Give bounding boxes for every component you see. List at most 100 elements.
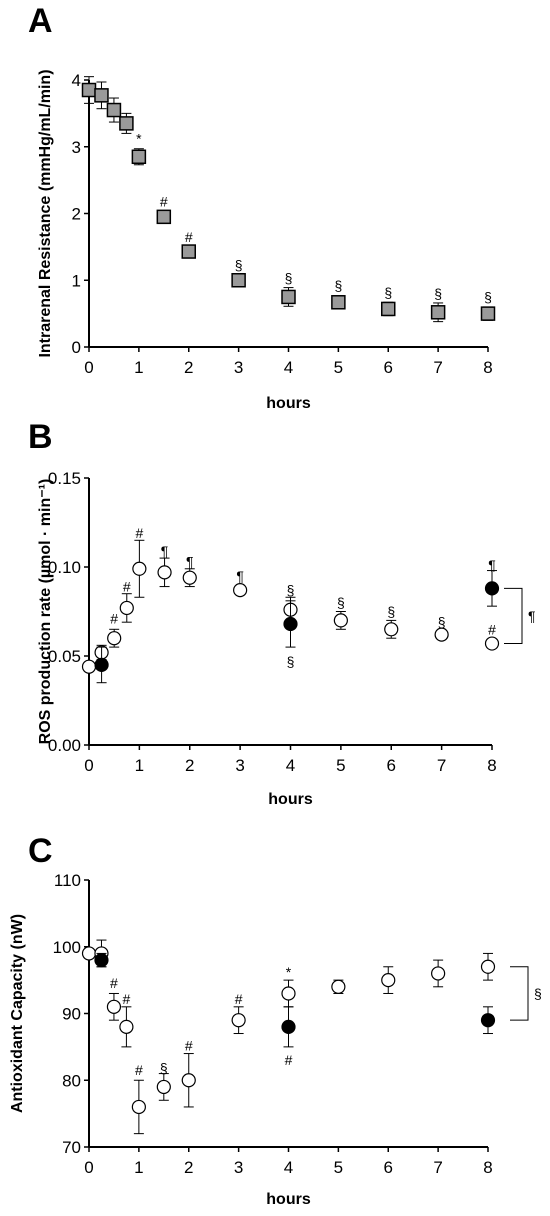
y-tick-label: 70: [62, 1138, 81, 1157]
data-point: [81, 82, 97, 98]
significance-mark: #: [160, 193, 168, 209]
data-point-open: [431, 966, 446, 981]
significance-mark: #: [185, 1038, 193, 1054]
data-point: [94, 88, 109, 103]
data-point: [156, 209, 172, 225]
panel-b: B 0.00 0.05 0.10 0.15 0 1 2 3 4 5 6 7 8 hours ROS produ…: [28, 418, 536, 808]
significance-mark: §: [434, 286, 442, 302]
significance-mark: §: [387, 604, 395, 620]
x-tick-label: 1: [135, 756, 144, 775]
comparison-bracket: [510, 966, 529, 1021]
x-tick-label: 8: [483, 1158, 492, 1177]
data-point-open: [157, 565, 172, 580]
data-point-open: [480, 959, 496, 974]
comparison-bracket: [504, 587, 523, 645]
x-axis-title: hours: [268, 791, 313, 808]
y-tick-label: 3: [72, 138, 81, 157]
data-point: [119, 116, 134, 131]
data-point-open: [381, 973, 396, 988]
x-tick-label: 2: [184, 358, 193, 377]
significance-mark: §: [384, 284, 392, 300]
panel-a: A 0 1 2 3 4 0 1 2 3 4 5 6 7 8 hours Intrarenal Resistanc…: [28, 2, 496, 412]
x-axis-title: hours: [266, 395, 311, 412]
x-tick-label: 4: [284, 358, 293, 377]
y-tick-label: 0.00: [48, 736, 81, 755]
data-point: [331, 295, 346, 310]
significance-mark: ¶: [488, 557, 496, 573]
significance-mark: #: [110, 975, 118, 991]
significance-mark: ¶: [161, 543, 169, 559]
x-tick-label: 1: [134, 1158, 143, 1177]
data-point-open: [81, 946, 97, 961]
panel-letter: C: [28, 832, 53, 870]
y-tick-label: 0.10: [48, 558, 81, 577]
data-point-open: [434, 627, 449, 642]
data-point-open: [333, 613, 348, 628]
significance-mark: §: [287, 582, 295, 598]
significance-mark: #: [285, 1052, 293, 1068]
y-axis-title: Antioxidant Capacity (nW): [9, 914, 26, 1113]
data-point-filled: [283, 616, 298, 632]
data-point-open: [107, 631, 122, 646]
data-point-filled: [94, 952, 109, 968]
significance-mark: #: [123, 579, 131, 595]
data-point-open: [119, 600, 134, 616]
x-tick-label: 5: [334, 358, 343, 377]
data-point-open: [231, 1013, 246, 1028]
x-tick-label: 5: [334, 1158, 343, 1177]
x-tick-label: 0: [84, 1158, 93, 1177]
y-tick-label: 0.15: [48, 469, 81, 488]
significance-mark: *: [136, 131, 142, 147]
y-axis-title: Intrarenal Resistance (mmHg/mL/min): [37, 69, 54, 357]
x-axis-title: hours: [266, 1191, 311, 1208]
y-tick-label: 110: [54, 871, 81, 890]
significance-mark: #: [135, 1062, 143, 1078]
data-point-open: [156, 1079, 171, 1095]
panel-letter: A: [28, 2, 53, 40]
y-tick-label: 100: [53, 938, 81, 957]
significance-mark: #: [123, 991, 131, 1007]
data-point: [381, 301, 396, 317]
data-point-open: [81, 659, 97, 674]
data-point: [231, 273, 246, 288]
data-point: [131, 149, 147, 165]
data-point-open: [119, 1019, 134, 1034]
data-point: [430, 305, 446, 320]
significance-mark: §: [287, 653, 295, 669]
data-point-open: [181, 1073, 196, 1088]
data-point-filled: [281, 1019, 296, 1034]
bracket-mark: §: [534, 985, 542, 1001]
y-tick-label: 0.05: [48, 647, 81, 666]
data-point-open: [233, 583, 248, 598]
significance-mark: §: [235, 257, 243, 273]
y-tick-label: 90: [62, 1005, 81, 1024]
y-axis-title: ROS production rate (µmol · min⁻¹): [37, 479, 54, 745]
data-point: [106, 102, 122, 118]
y-tick-label: 80: [62, 1071, 81, 1090]
panel-letter: B: [28, 418, 53, 456]
x-tick-label: 3: [234, 358, 243, 377]
x-tick-label: 2: [184, 1158, 193, 1177]
y-tick-label: 0: [72, 338, 81, 357]
data-point-filled: [94, 657, 109, 673]
x-tick-label: 7: [433, 1158, 442, 1177]
significance-mark: §: [484, 289, 492, 305]
x-tick-label: 5: [336, 756, 345, 775]
x-tick-label: 3: [235, 756, 244, 775]
data-point: [480, 306, 496, 321]
x-tick-label: 4: [284, 1158, 293, 1177]
x-tick-label: 7: [437, 756, 446, 775]
bracket-mark: ¶: [528, 608, 536, 624]
significance-mark: #: [488, 621, 496, 637]
significance-mark: ¶: [186, 554, 194, 570]
significance-mark: ¶: [236, 568, 244, 584]
data-point: [281, 289, 296, 305]
y-tick-label: 1: [72, 271, 81, 290]
significance-mark: §: [334, 278, 342, 294]
data-point-open: [182, 570, 197, 585]
significance-mark: #: [110, 611, 118, 627]
x-tick-label: 4: [286, 756, 295, 775]
significance-mark: #: [185, 229, 193, 245]
x-tick-label: 0: [84, 756, 93, 775]
